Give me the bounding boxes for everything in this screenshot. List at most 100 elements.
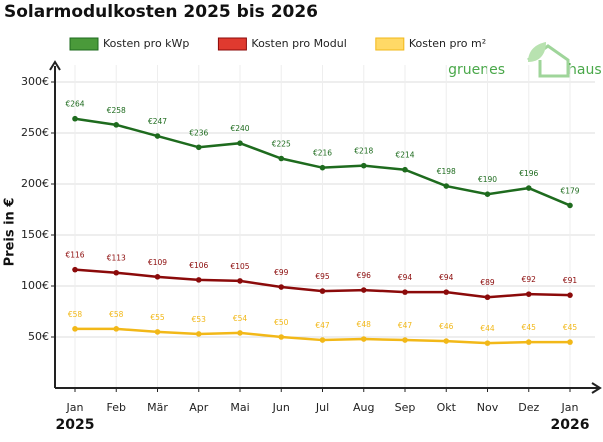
data-point — [278, 155, 285, 162]
data-point — [237, 140, 243, 146]
data-label: €218 — [354, 147, 373, 156]
data-label: €99 — [274, 268, 289, 277]
y-tick-label: 250€ — [21, 126, 49, 139]
y-tick-label: 50€ — [28, 330, 49, 343]
data-label: €196 — [519, 169, 538, 178]
legend-swatch — [217, 37, 247, 51]
chart-title: Solarmodulkosten 2025 bis 2026 — [4, 2, 318, 22]
data-point — [237, 278, 243, 284]
data-point — [113, 326, 120, 332]
x-tick-label: Aug — [353, 401, 374, 414]
data-point — [154, 133, 161, 139]
data-point — [443, 289, 450, 295]
x-tick-label: Jan — [561, 401, 579, 414]
data-point — [484, 191, 491, 197]
data-point — [154, 329, 161, 335]
data-point — [72, 115, 78, 122]
data-point — [525, 185, 532, 191]
data-label: €54 — [233, 314, 248, 323]
x-tick-label: Nov — [477, 401, 499, 414]
y-tick-label: 150€ — [21, 228, 49, 241]
data-point — [113, 269, 120, 276]
data-label: €116 — [65, 251, 84, 260]
data-label: €179 — [560, 186, 579, 195]
x-tick-label: Sep — [395, 401, 416, 414]
x-tick-label: Okt — [437, 401, 457, 414]
data-label: €44 — [480, 324, 495, 333]
data-point — [278, 284, 285, 290]
logo: gruenes haus — [448, 42, 602, 78]
data-label: €236 — [189, 128, 208, 137]
data-point — [278, 334, 285, 340]
y-axis-arrow — [49, 60, 61, 71]
y-axis-label: Preis in € — [3, 198, 18, 267]
data-label: €258 — [107, 106, 126, 115]
data-label: €94 — [398, 273, 413, 282]
x-tick-label: Jun — [272, 401, 290, 414]
legend-swatch — [375, 37, 405, 51]
data-point — [360, 287, 367, 293]
data-point — [360, 336, 367, 342]
y-tick-label: 200€ — [21, 177, 49, 190]
data-point — [402, 289, 408, 295]
data-point — [360, 162, 367, 169]
data-label: €106 — [189, 261, 208, 270]
data-label: €45 — [563, 323, 578, 332]
legend-label: Kosten pro Modul — [251, 37, 346, 50]
logo-text: haus — [568, 62, 602, 78]
data-point — [443, 183, 450, 189]
year-label: 2025 — [56, 417, 95, 433]
data-label: €247 — [148, 117, 167, 126]
data-label: €48 — [357, 320, 372, 329]
data-label: €216 — [313, 149, 332, 158]
data-point — [525, 291, 532, 297]
data-point — [484, 340, 491, 346]
x-tick-label: Feb — [107, 401, 126, 414]
y-tick-label: 300€ — [21, 75, 49, 88]
y-tick-label: 100€ — [21, 279, 49, 292]
data-point — [237, 330, 243, 336]
data-label: €58 — [109, 310, 124, 319]
data-point — [319, 288, 326, 294]
data-label: €198 — [437, 167, 456, 176]
data-point — [319, 337, 326, 343]
data-label: €225 — [272, 140, 291, 149]
data-label: €94 — [439, 273, 454, 282]
data-label: €113 — [107, 254, 126, 263]
data-point — [443, 338, 450, 344]
data-label: €50 — [274, 318, 289, 327]
legend-label: Kosten pro m² — [409, 37, 486, 50]
x-tick-label: Mär — [147, 401, 168, 414]
data-point — [72, 266, 78, 273]
x-tick-label: Mai — [230, 401, 249, 414]
x-tick-label: Jul — [315, 401, 329, 414]
data-label: €109 — [148, 258, 167, 267]
data-label: €264 — [65, 100, 84, 109]
data-point — [319, 164, 326, 171]
x-tick-label: Apr — [189, 401, 209, 414]
data-point — [154, 274, 161, 280]
data-label: €96 — [357, 271, 372, 280]
data-label: €58 — [68, 310, 83, 319]
data-label: €46 — [439, 322, 454, 331]
data-label: €47 — [315, 321, 330, 330]
data-point — [525, 339, 532, 345]
data-point — [402, 166, 408, 173]
data-label: €45 — [522, 323, 537, 332]
x-tick-label: Jan — [66, 401, 84, 414]
data-label: €92 — [522, 275, 537, 284]
year-label: 2026 — [551, 417, 590, 433]
data-point — [195, 144, 202, 151]
data-label: €240 — [230, 124, 249, 133]
data-label: €95 — [315, 272, 330, 281]
data-point — [567, 292, 573, 298]
data-label: €214 — [395, 151, 414, 160]
data-label: €47 — [398, 321, 413, 330]
data-point — [195, 331, 202, 337]
x-axis-arrow — [591, 382, 602, 394]
data-point — [484, 294, 491, 301]
data-label: €55 — [150, 313, 165, 322]
data-point — [402, 337, 408, 343]
legend-label: Kosten pro kWp — [103, 37, 189, 50]
